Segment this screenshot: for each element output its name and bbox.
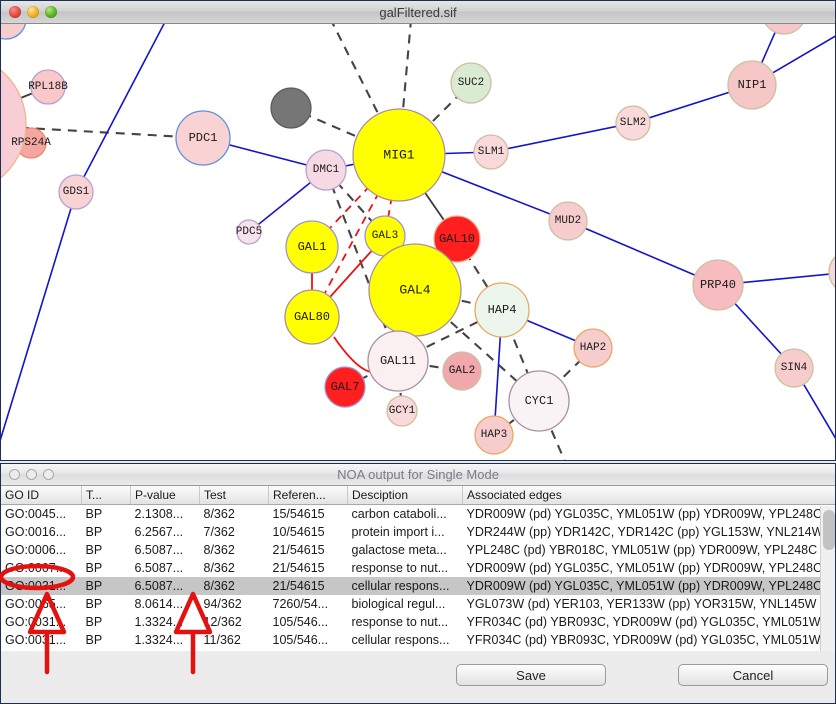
svg-text:GAL4: GAL4 <box>399 283 430 298</box>
svg-text:GAL10: GAL10 <box>439 232 475 246</box>
svg-text:RPL18B: RPL18B <box>28 81 68 93</box>
svg-text:GCY1: GCY1 <box>389 405 416 417</box>
svg-text:GAL7: GAL7 <box>331 380 360 394</box>
svg-text:GAL11: GAL11 <box>380 354 416 368</box>
svg-text:SLM1: SLM1 <box>478 146 505 158</box>
svg-text:SUC2: SUC2 <box>458 77 484 89</box>
svg-text:PRP40: PRP40 <box>700 278 736 292</box>
svg-text:GAL80: GAL80 <box>294 310 330 324</box>
svg-text:DMC1: DMC1 <box>313 164 340 176</box>
svg-text:GAL3: GAL3 <box>372 230 398 242</box>
svg-text:GDS1: GDS1 <box>63 186 90 198</box>
svg-text:GAL2: GAL2 <box>449 365 475 377</box>
svg-text:PDC5: PDC5 <box>236 226 262 238</box>
svg-text:SLM2: SLM2 <box>620 117 646 129</box>
svg-text:CYC1: CYC1 <box>525 394 554 408</box>
svg-text:SIN4: SIN4 <box>781 362 808 374</box>
svg-text:MUD2: MUD2 <box>555 215 581 227</box>
svg-text:GAL1: GAL1 <box>298 240 327 254</box>
svg-text:NIP1: NIP1 <box>738 78 767 92</box>
svg-text:PDC1: PDC1 <box>189 131 218 145</box>
svg-text:HAP2: HAP2 <box>580 342 606 354</box>
svg-text:HAP4: HAP4 <box>488 303 517 317</box>
svg-text:HAP3: HAP3 <box>481 429 507 441</box>
svg-text:MIG1: MIG1 <box>383 148 414 163</box>
svg-text:RPS24A: RPS24A <box>11 137 51 149</box>
